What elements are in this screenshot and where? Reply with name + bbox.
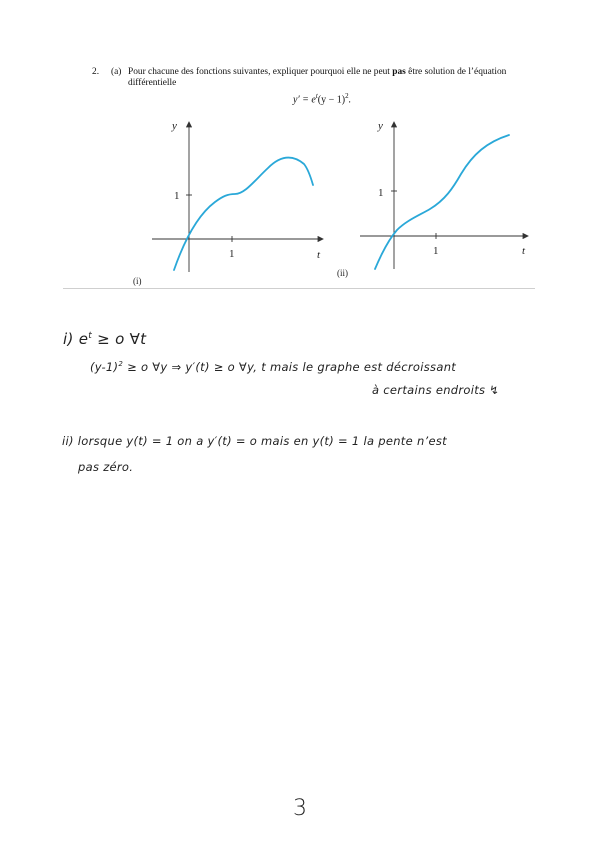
page-divider: [63, 288, 535, 289]
eq-mid: (y − 1): [318, 94, 345, 105]
eq-end: .: [349, 94, 352, 105]
answer-line-5: pas zéro.: [78, 460, 133, 474]
graph-ii: y t 1 1 (ii): [335, 112, 535, 287]
answer-line-2-rest: ≥ o ∀y ⇒ y′(t) ≥ o ∀y, t mais le graphe …: [123, 360, 456, 374]
graph-i-caption: (i): [133, 276, 142, 286]
question-text-b: être solution de l’équation: [406, 67, 507, 77]
graph-ii-tick-y-label: 1: [378, 187, 384, 199]
question-text-a: Pour chacune des fonctions suivantes, ex…: [128, 67, 392, 77]
graph-ii-tick-x-label: 1: [433, 245, 439, 257]
answer-line-3: à certains endroits ↯: [372, 383, 499, 397]
graph-ii-xlabel: t: [522, 245, 526, 257]
question-text-bold: pas: [392, 67, 406, 77]
eq-lhs: y′ = e: [293, 94, 316, 105]
graph-ii-curve: [375, 135, 509, 269]
graph-ii-ylabel: y: [377, 120, 383, 132]
page-number: 3: [293, 796, 307, 821]
graph-i-xlabel: t: [317, 249, 321, 261]
differential-equation: y′ = et(y − 1)2.: [293, 92, 351, 105]
graph-ii-caption: (ii): [337, 268, 348, 278]
question-number: 2.: [92, 67, 99, 78]
graph-i-tick-y-label: 1: [174, 190, 180, 202]
graph-i-tick-x-label: 1: [229, 248, 235, 260]
answer-line-4: ii) lorsque y(t) = 1 on a y′(t) = o mais…: [62, 434, 447, 448]
graph-i: y t 1 1 (i): [120, 112, 335, 287]
question-part: (a): [111, 67, 121, 78]
answer-line-1-text: i) e: [63, 330, 88, 348]
answer-line-1: i) et ≥ o ∀t: [63, 330, 146, 348]
graph-i-curve: [174, 158, 313, 270]
graph-i-ylabel: y: [171, 120, 177, 132]
answer-line-2: (y-1)2 ≥ o ∀y ⇒ y′(t) ≥ o ∀y, t mais le …: [90, 360, 456, 374]
question-text-line2: différentielle: [128, 78, 176, 89]
question-text: Pour chacune des fonctions suivantes, ex…: [128, 67, 506, 78]
answer-line-2-text: (y-1): [90, 360, 118, 374]
answer-line-1-rest: ≥ o ∀t: [92, 330, 146, 348]
